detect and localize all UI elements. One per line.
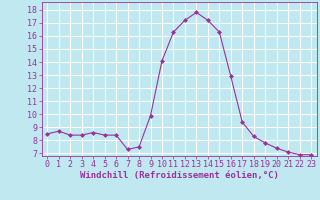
X-axis label: Windchill (Refroidissement éolien,°C): Windchill (Refroidissement éolien,°C) [80,171,279,180]
